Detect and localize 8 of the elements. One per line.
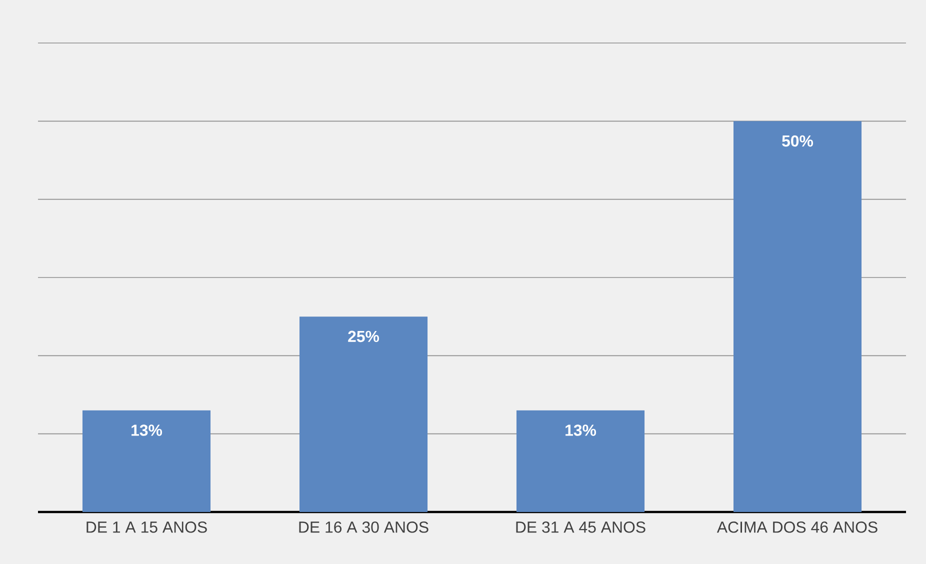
data-label: 13% bbox=[132, 424, 162, 436]
data-label: 50% bbox=[782, 135, 814, 147]
x-tick-label: ACIMA DOS 46 ANOS bbox=[716, 522, 878, 533]
x-tick-label: DE 16 A 30 ANOS bbox=[299, 522, 428, 533]
data-label: 13% bbox=[566, 424, 596, 436]
data-label: 25% bbox=[348, 330, 380, 342]
x-tick-label: DE 31 A 45 ANOS bbox=[516, 522, 646, 533]
x-tick-label: DE 1 A 15 ANOS bbox=[86, 522, 207, 533]
